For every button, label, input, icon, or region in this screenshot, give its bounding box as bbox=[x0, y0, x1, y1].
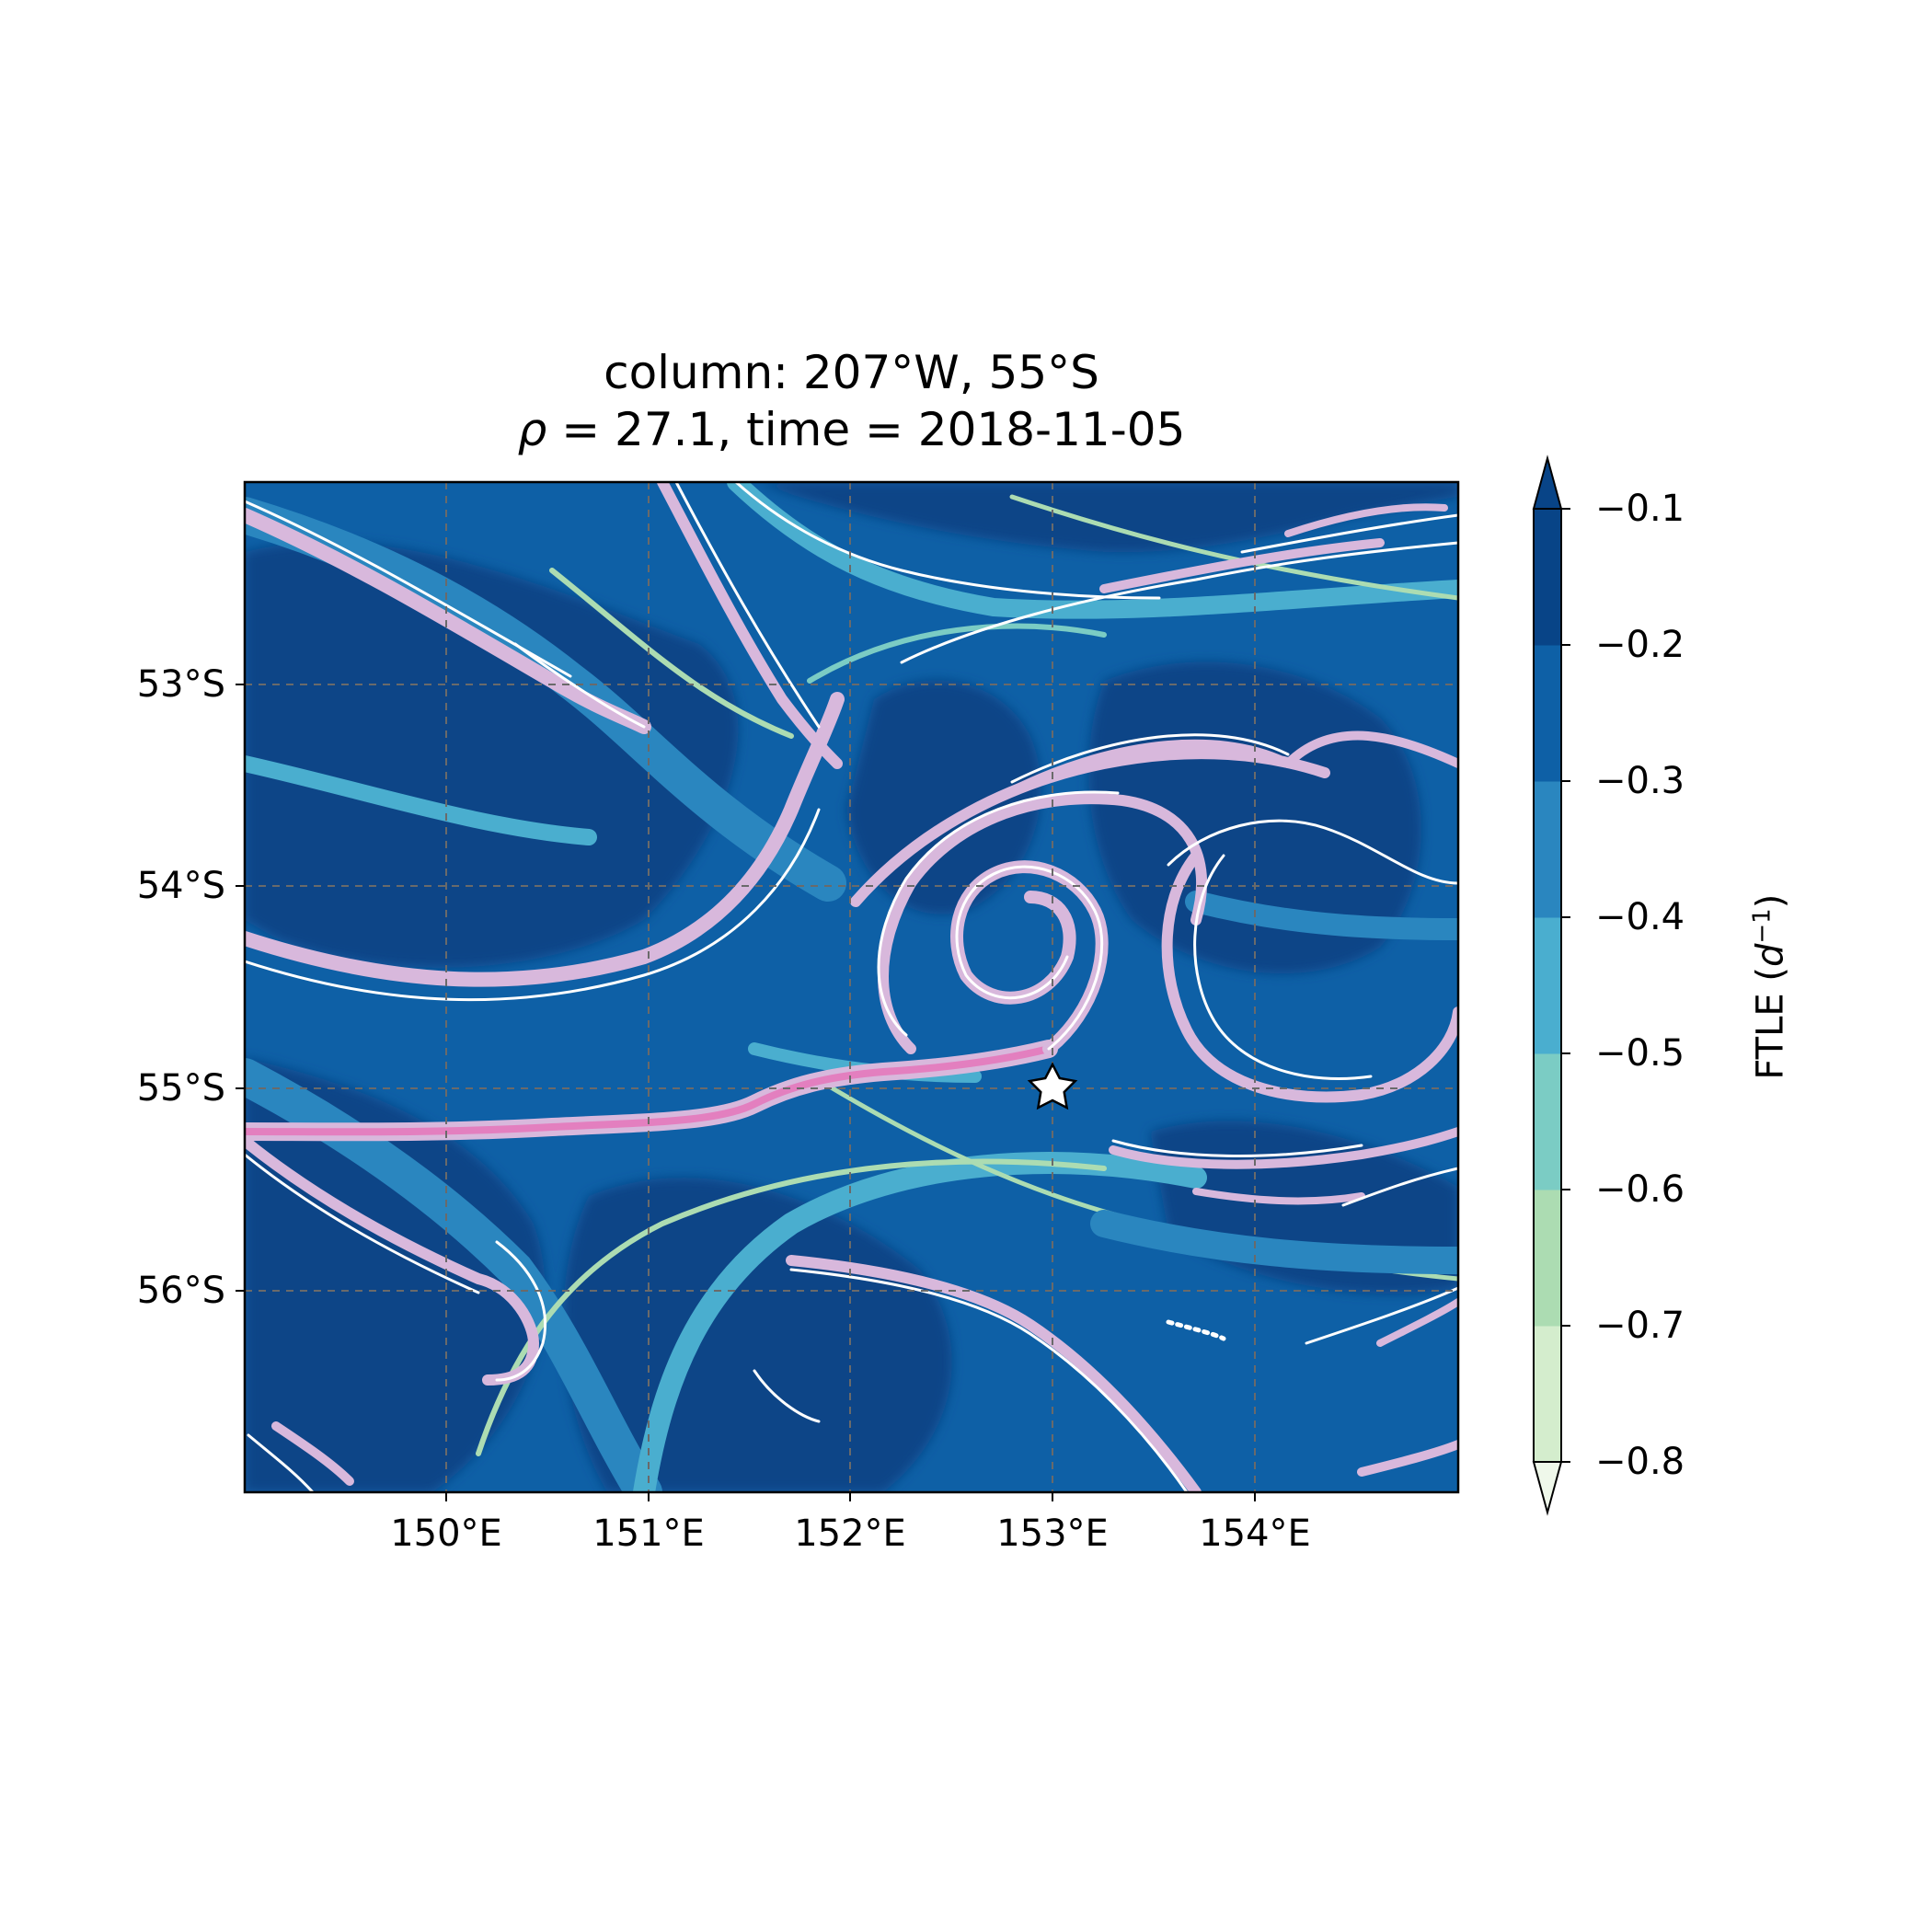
ytick-label-53s: 53°S bbox=[136, 663, 225, 706]
colorbar-label-symbol: d bbox=[1749, 943, 1792, 968]
colorbar-extend-min bbox=[1532, 1461, 1563, 1516]
xtick-label-151e: 151°E bbox=[592, 1512, 705, 1555]
tick-marks bbox=[236, 684, 1256, 1501]
location-star-icon bbox=[1027, 1062, 1078, 1110]
map-title-line-1: column: 207°W, 55°S bbox=[604, 346, 1099, 399]
colorbar-tick-label: −0.2 bbox=[1595, 624, 1685, 666]
colorbar-label-prefix: FTLE ( bbox=[1749, 967, 1792, 1080]
xtick-label-154e: 154°E bbox=[1199, 1512, 1311, 1555]
colorbar-segment bbox=[1534, 917, 1561, 1054]
rho-symbol: ρ bbox=[517, 403, 547, 456]
ridge-contours bbox=[245, 482, 1458, 1492]
colorbar-extend-max bbox=[1532, 454, 1563, 510]
colorbar-segment bbox=[1534, 645, 1561, 782]
colorbar-segment bbox=[1534, 1190, 1561, 1327]
xtick-label-150e: 150°E bbox=[390, 1512, 502, 1555]
map-title-line-2: ρ = 27.1, time = 2018-11-05 bbox=[245, 403, 1458, 456]
ftle-field bbox=[245, 482, 1458, 1492]
colorbar-tick-label: −0.4 bbox=[1595, 896, 1685, 938]
colorbar-label-exponent: −1 bbox=[1748, 908, 1777, 944]
colorbar-tick-label: −0.6 bbox=[1595, 1168, 1685, 1211]
ytick-label-55s: 55°S bbox=[136, 1067, 225, 1110]
colorbar bbox=[1532, 454, 1570, 1516]
gridlines bbox=[245, 482, 1458, 1492]
colorbar-segment bbox=[1534, 509, 1561, 646]
colorbar-tick-label: −0.3 bbox=[1595, 760, 1685, 802]
ytick-label-54s: 54°S bbox=[136, 865, 225, 907]
colorbar-tick-label: −0.5 bbox=[1595, 1032, 1685, 1075]
colorbar-tick-label: −0.8 bbox=[1595, 1441, 1685, 1483]
colorbar-frame bbox=[1533, 508, 1562, 1463]
colorbar-tick-label: −0.7 bbox=[1595, 1305, 1685, 1347]
xtick-label-153e: 153°E bbox=[996, 1512, 1109, 1555]
colorbar-label: FTLE (d−1) bbox=[1741, 849, 1791, 1125]
colorbar-segment bbox=[1534, 781, 1561, 918]
title-line-2-text: = 27.1, time = 2018-11-05 bbox=[546, 403, 1186, 456]
colorbar-tick-label: −0.1 bbox=[1595, 488, 1685, 530]
colorbar-segment bbox=[1534, 1053, 1561, 1190]
ytick-label-56s: 56°S bbox=[136, 1270, 225, 1312]
colorbar-label-suffix: ) bbox=[1749, 893, 1792, 909]
colorbar-segment bbox=[1534, 1326, 1561, 1463]
map-frame bbox=[243, 480, 1460, 1494]
xtick-label-152e: 152°E bbox=[794, 1512, 906, 1555]
